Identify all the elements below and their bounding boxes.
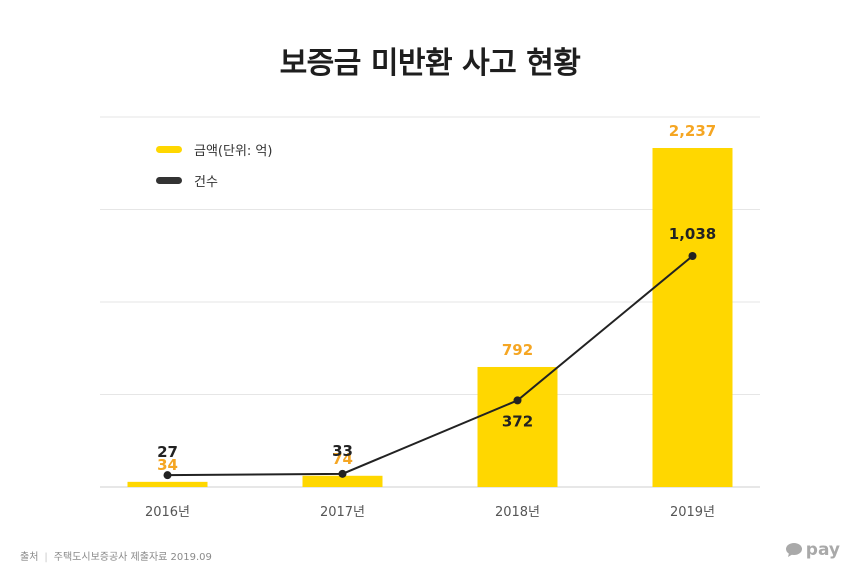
- legend-item-amount: 금액(단위: 억): [156, 138, 272, 160]
- pay-logo: pay: [785, 540, 840, 560]
- legend: 금액(단위: 억) 건수: [156, 138, 272, 200]
- source-divider: |: [44, 552, 48, 563]
- count-point: [513, 396, 522, 405]
- x-tick-label: 2018년: [495, 505, 540, 520]
- count-point: [338, 469, 347, 478]
- bar-value-label: 34: [157, 456, 178, 474]
- x-tick-label: 2016년: [145, 505, 190, 520]
- legend-swatch-amount: [156, 145, 182, 153]
- legend-swatch-count: [156, 176, 182, 184]
- bar: [127, 481, 208, 487]
- source-note: 출처 | 주택도시보증공사 제출자료 2019.09: [20, 548, 212, 563]
- count-value-label: 27: [157, 443, 178, 461]
- bar: [302, 475, 383, 487]
- count-line: [167, 255, 694, 477]
- count-point: [688, 252, 697, 260]
- logo-text: pay: [805, 540, 840, 560]
- x-tick-label: 2017년: [320, 505, 365, 520]
- bar-value-label: 74: [332, 450, 353, 468]
- legend-label-amount: 금액(단위: 억): [194, 143, 273, 159]
- bar-value-label: 792: [502, 341, 533, 359]
- legend-label-count: 건수: [194, 174, 218, 190]
- legend-item-count: 건수: [156, 169, 272, 191]
- bar: [477, 366, 558, 487]
- count-value-label: 372: [502, 412, 533, 430]
- bar-value-label: 2,237: [669, 122, 716, 140]
- count-point: [163, 471, 172, 480]
- count-value-label: 33: [332, 442, 353, 460]
- source-text: 주택도시보증공사 제출자료 2019.09: [53, 552, 212, 563]
- x-tick-label: 2019년: [670, 505, 715, 520]
- source-label: 출처: [20, 552, 39, 563]
- speech-bubble-icon: [785, 543, 802, 557]
- count-value-label: 1,038: [669, 225, 716, 243]
- bar: [652, 148, 733, 487]
- chart-title: 보증금 미반환 사고 현황: [279, 46, 581, 81]
